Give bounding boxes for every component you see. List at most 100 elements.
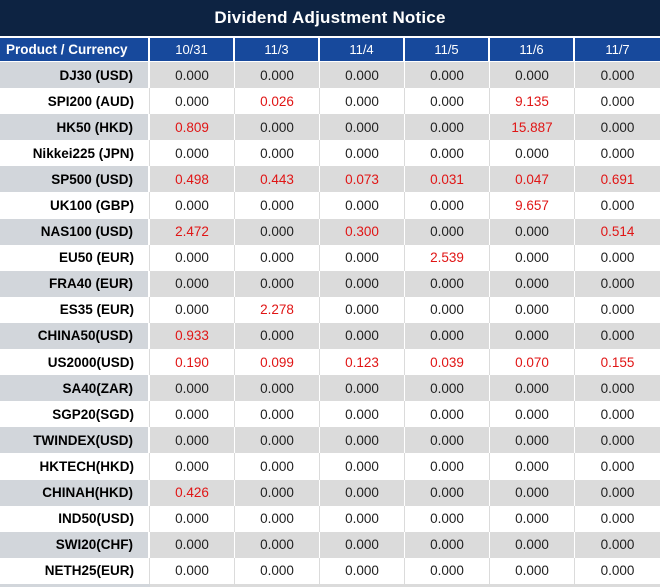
- dividend-value-cell: 0.000: [405, 427, 490, 454]
- dividend-value-cell: 0.300: [320, 218, 405, 245]
- dividend-value-cell: 0.000: [320, 114, 405, 141]
- dividend-value-cell: 0.000: [405, 140, 490, 167]
- dividend-value-cell: 0.000: [575, 375, 660, 402]
- dividend-value-cell: 0.000: [320, 270, 405, 297]
- table-row: NAS100 (USD) 2.472 0.000 0.300 0.000 0.000 0.5…: [0, 218, 660, 245]
- column-header-date: 11/3: [235, 38, 320, 61]
- dividend-value-cell: 0.000: [490, 244, 575, 271]
- table-row: EU50 (EUR) 0.000 0.000 0.000 2.539 0.000 0.000: [0, 244, 660, 271]
- dividend-value-cell: 0.933: [150, 322, 235, 350]
- row-label: HKTECH(HKD): [0, 453, 150, 480]
- dividend-value-cell: 0.000: [235, 427, 320, 454]
- dividend-value-cell: 0.031: [405, 166, 490, 193]
- dividend-value-cell: 0.000: [575, 427, 660, 454]
- dividend-value-cell: 0.000: [405, 375, 490, 402]
- table-row: SWI20(CHF) 0.000 0.000 0.000 0.000 0.000 0.000: [0, 531, 660, 558]
- dividend-value-cell: 0.000: [575, 244, 660, 271]
- dividend-value-cell: 0.000: [235, 401, 320, 428]
- dividend-value-cell: 0.000: [235, 531, 320, 558]
- row-label: US2000(USD): [0, 349, 150, 376]
- dividend-value-cell: 0.000: [320, 192, 405, 219]
- dividend-value-cell: 0.073: [320, 166, 405, 193]
- dividend-value-cell: 0.000: [405, 62, 490, 89]
- dividend-value-cell: 0.691: [575, 166, 660, 193]
- table-row: SGP20(SGD) 0.000 0.000 0.000 0.000 0.000 0.000: [0, 401, 660, 428]
- row-label: NAS100 (USD): [0, 218, 150, 245]
- dividend-value-cell: 0.000: [150, 375, 235, 402]
- dividend-value-cell: 0.000: [490, 505, 575, 532]
- dividend-value-cell: 0.000: [150, 192, 235, 219]
- dividend-value-cell: 0.000: [235, 322, 320, 350]
- dividend-value-cell: 0.000: [405, 479, 490, 506]
- table-row: UK100 (GBP) 0.000 0.000 0.000 0.000 9.657 0.00…: [0, 192, 660, 219]
- dividend-value-cell: 9.135: [490, 88, 575, 115]
- dividend-value-cell: 0.000: [235, 218, 320, 245]
- table-row: ES35 (EUR) 0.000 2.278 0.000 0.000 0.000 0.000: [0, 296, 660, 323]
- dividend-value-cell: 2.472: [150, 218, 235, 245]
- dividend-value-cell: 0.000: [235, 140, 320, 167]
- row-label: EU50 (EUR): [0, 244, 150, 271]
- dividend-value-cell: 0.000: [320, 375, 405, 402]
- dividend-value-cell: 0.426: [150, 479, 235, 506]
- dividend-value-cell: 0.000: [490, 453, 575, 480]
- dividend-value-cell: 0.000: [575, 401, 660, 428]
- dividend-value-cell: 0.000: [575, 505, 660, 532]
- dividend-value-cell: 0.000: [575, 62, 660, 89]
- dividend-value-cell: 0.443: [235, 166, 320, 193]
- dividend-value-cell: 0.047: [490, 166, 575, 193]
- dividend-value-cell: 0.123: [320, 349, 405, 376]
- dividend-value-cell: 0.000: [575, 114, 660, 141]
- row-label: IND50(USD): [0, 505, 150, 532]
- row-label: FRA40 (EUR): [0, 270, 150, 297]
- dividend-value-cell: 0.000: [490, 140, 575, 167]
- dividend-value-cell: 0.000: [235, 62, 320, 89]
- dividend-value-cell: 0.000: [235, 479, 320, 506]
- dividend-value-cell: 2.539: [405, 244, 490, 271]
- dividend-value-cell: 0.000: [575, 531, 660, 558]
- dividend-value-cell: 0.000: [490, 375, 575, 402]
- dividend-value-cell: 0.000: [575, 192, 660, 219]
- row-label: NETH25(EUR): [0, 557, 150, 584]
- dividend-value-cell: 0.000: [575, 270, 660, 297]
- dividend-value-cell: 0.000: [150, 531, 235, 558]
- row-label: CHINAH(HKD): [0, 479, 150, 506]
- dividend-value-cell: 0.000: [490, 270, 575, 297]
- dividend-value-cell: 0.000: [235, 114, 320, 141]
- dividend-value-cell: 0.026: [235, 88, 320, 115]
- table-row: SPI200 (AUD) 0.000 0.026 0.000 0.000 9.135 0.0…: [0, 88, 660, 115]
- dividend-value-cell: 0.000: [575, 140, 660, 167]
- column-header-date: 11/7: [575, 38, 660, 61]
- dividend-value-cell: 2.278: [235, 296, 320, 323]
- page-title: Dividend Adjustment Notice: [0, 0, 660, 38]
- table-row: CHINAH(HKD) 0.426 0.000 0.000 0.000 0.000 0.00…: [0, 479, 660, 506]
- dividend-value-cell: 0.000: [405, 557, 490, 584]
- dividend-value-cell: 0.000: [490, 296, 575, 323]
- dividend-value-cell: 0.000: [575, 479, 660, 506]
- dividend-value-cell: 0.000: [150, 296, 235, 323]
- row-label: UK100 (GBP): [0, 192, 150, 219]
- dividend-value-cell: 0.498: [150, 166, 235, 193]
- column-header-product-currency: Product / Currency: [0, 38, 150, 61]
- dividend-value-cell: 0.000: [490, 218, 575, 245]
- dividend-value-cell: 0.000: [235, 505, 320, 532]
- dividend-value-cell: 0.000: [320, 296, 405, 323]
- dividend-value-cell: 0.000: [490, 322, 575, 350]
- table-row: US2000(USD) 0.190 0.099 0.123 0.039 0.070 0.15…: [0, 349, 660, 376]
- dividend-value-cell: 0.000: [150, 62, 235, 89]
- dividend-value-cell: 0.000: [575, 557, 660, 584]
- row-label: SPI200 (AUD): [0, 88, 150, 115]
- dividend-value-cell: 0.000: [235, 453, 320, 480]
- dividend-value-cell: 0.000: [150, 557, 235, 584]
- row-label: TWINDEX(USD): [0, 427, 150, 454]
- dividend-value-cell: 0.000: [320, 479, 405, 506]
- dividend-value-cell: 0.000: [490, 479, 575, 506]
- dividend-value-cell: 0.000: [320, 505, 405, 532]
- dividend-value-cell: 0.000: [320, 427, 405, 454]
- row-label: SP500 (USD): [0, 166, 150, 193]
- dividend-value-cell: 0.000: [150, 453, 235, 480]
- dividend-value-cell: 0.000: [490, 401, 575, 428]
- dividend-value-cell: 0.000: [150, 505, 235, 532]
- dividend-value-cell: 0.000: [150, 270, 235, 297]
- dividend-value-cell: 0.000: [320, 557, 405, 584]
